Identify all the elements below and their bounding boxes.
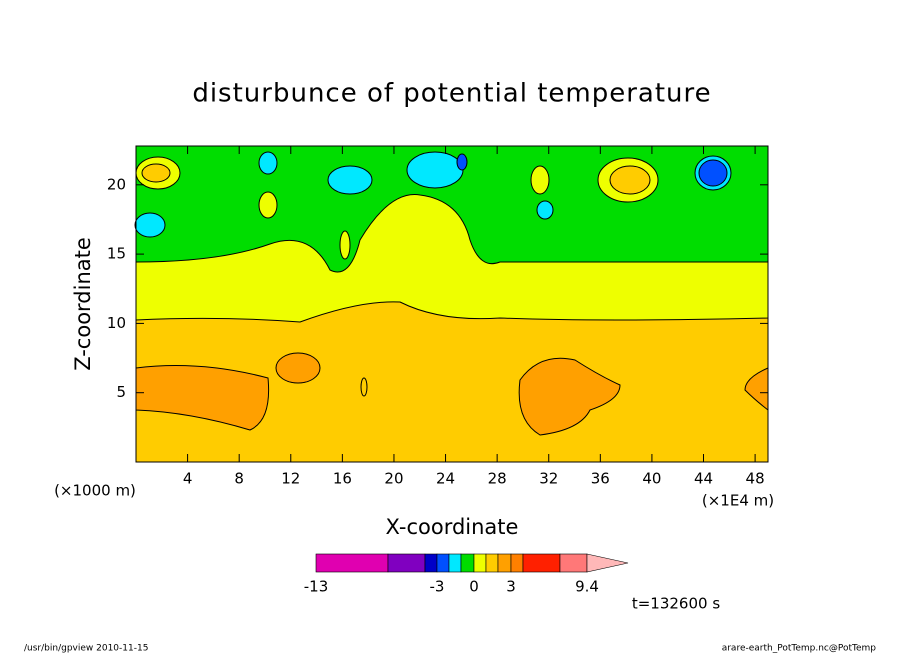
field-region — [518, 357, 621, 436]
field-region — [456, 153, 468, 171]
field-region — [275, 352, 321, 384]
field-region — [698, 159, 728, 187]
x-tick-label: 36 — [591, 470, 610, 488]
colorbar-box — [387, 553, 426, 573]
field-region — [609, 165, 651, 195]
x-unit-label: (×1000 m) — [54, 482, 136, 500]
colorbar-box — [485, 553, 499, 573]
colorbar-box — [522, 553, 561, 573]
x-tick-label: 16 — [333, 470, 352, 488]
x-tick-label: 28 — [488, 470, 507, 488]
colorbar-label: 9.4 — [575, 578, 599, 596]
colorbar-box — [473, 553, 487, 573]
plot-frame — [135, 145, 769, 463]
colorbar: -13 -3 0 3 9.4 — [304, 553, 629, 596]
field-region — [135, 365, 270, 431]
field-region — [258, 191, 278, 219]
field-region — [339, 230, 351, 260]
x-axis-label: X-coordinate — [386, 515, 519, 539]
field-region — [536, 200, 554, 220]
contour-field — [134, 145, 769, 463]
x-tick-label: 12 — [281, 470, 300, 488]
y-tick-label: 5 — [116, 383, 126, 401]
field-region — [134, 212, 166, 238]
field-region — [406, 151, 464, 189]
y-tick-label: 20 — [107, 175, 126, 193]
colorbar-arrow — [586, 553, 629, 573]
field-region — [530, 165, 550, 195]
field-region — [360, 377, 368, 397]
colorbar-label: 3 — [506, 578, 516, 596]
field-region — [141, 163, 171, 183]
chart-title: disturbunce of potential temperature — [192, 79, 711, 109]
x-tick-label: 4 — [183, 470, 193, 488]
colorbar-box — [448, 553, 462, 573]
colorbar-box — [460, 553, 475, 573]
x-tick-label: 32 — [539, 470, 558, 488]
x-tick-label: 8 — [234, 470, 244, 488]
field-region — [258, 151, 278, 175]
x-tick-label: 44 — [694, 470, 713, 488]
x-tick-label: 24 — [436, 470, 455, 488]
colorbar-label: -3 — [430, 578, 445, 596]
colorbar-label: 0 — [469, 578, 479, 596]
field-region — [327, 165, 373, 195]
y-axis-label: Z-coordinate — [71, 237, 95, 371]
footer-right: arare-earth_PotTemp.nc@PotTemp — [722, 644, 877, 654]
y-tick-label: 15 — [107, 245, 126, 263]
colorbar-box — [436, 553, 450, 573]
colorbar-label: -13 — [304, 578, 329, 596]
x-tick-label: 20 — [384, 470, 403, 488]
y-tick-label: 10 — [107, 314, 126, 332]
colorbar-box — [424, 553, 438, 573]
colorbar-box — [559, 553, 588, 573]
footer-left: /usr/bin/gpview 2010-11-15 — [24, 644, 148, 654]
x-tick-label: 40 — [642, 470, 661, 488]
colorbar-box — [497, 553, 512, 573]
x-tick-label: 48 — [746, 470, 765, 488]
field-region — [744, 367, 769, 412]
colorbar-box — [315, 553, 389, 573]
time-label: t=132600 s — [632, 595, 720, 613]
colorbar-box — [510, 553, 524, 573]
x-scale-label: (×1E4 m) — [702, 492, 774, 510]
